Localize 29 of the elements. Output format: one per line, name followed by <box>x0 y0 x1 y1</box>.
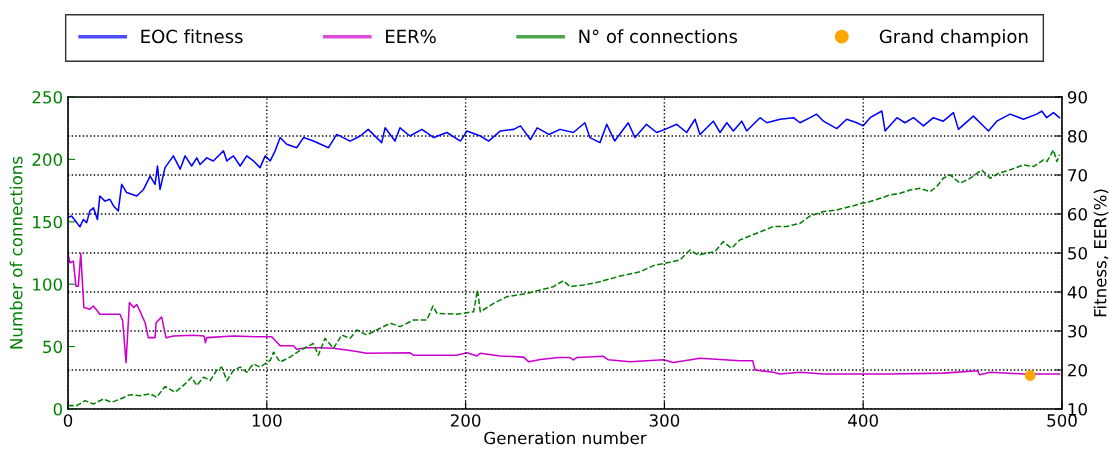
x-tick-label: 300 <box>649 414 680 427</box>
y2-tick-label: 50 <box>1068 246 1087 260</box>
legend-label: EOC fitness <box>141 29 243 44</box>
x-tick-label: 400 <box>848 414 878 427</box>
legend-label: Grand champion <box>879 29 1028 47</box>
y-tick-label: 150 <box>33 215 63 229</box>
y2-tick-label: 80 <box>1067 129 1087 143</box>
legend-label: N° of connections <box>579 29 738 44</box>
x-tick-label: 500 <box>1047 414 1077 427</box>
y-tick-label: 100 <box>33 278 63 291</box>
y-tick-label: 200 <box>32 153 63 166</box>
y2-tick-label: 60 <box>1068 207 1087 221</box>
y-tick-label: 50 <box>43 340 63 354</box>
y-tick-label: 0 <box>53 402 63 416</box>
x-tick-label: 100 <box>252 414 282 427</box>
x-tick-label: 200 <box>450 414 481 427</box>
line-series <box>68 110 1061 228</box>
legend-label: EER% <box>386 29 436 44</box>
y2-tick-label: 10 <box>1068 402 1087 416</box>
y2-tick-label: 30 <box>1068 324 1087 338</box>
x-axis-title: Generation number <box>484 431 647 445</box>
y-axis-title: Number of connections <box>9 156 23 349</box>
y2-axis-title: Fitness, EER(%) <box>1093 189 1109 317</box>
y2-tick-label: 70 <box>1068 168 1087 182</box>
y2-tick-label: 20 <box>1068 363 1087 377</box>
y2-tick-label: 40 <box>1067 285 1087 299</box>
x-tick-label: 0 <box>63 414 73 427</box>
y-tick-label: 250 <box>32 90 63 104</box>
y2-tick-label: 90 <box>1067 90 1087 104</box>
